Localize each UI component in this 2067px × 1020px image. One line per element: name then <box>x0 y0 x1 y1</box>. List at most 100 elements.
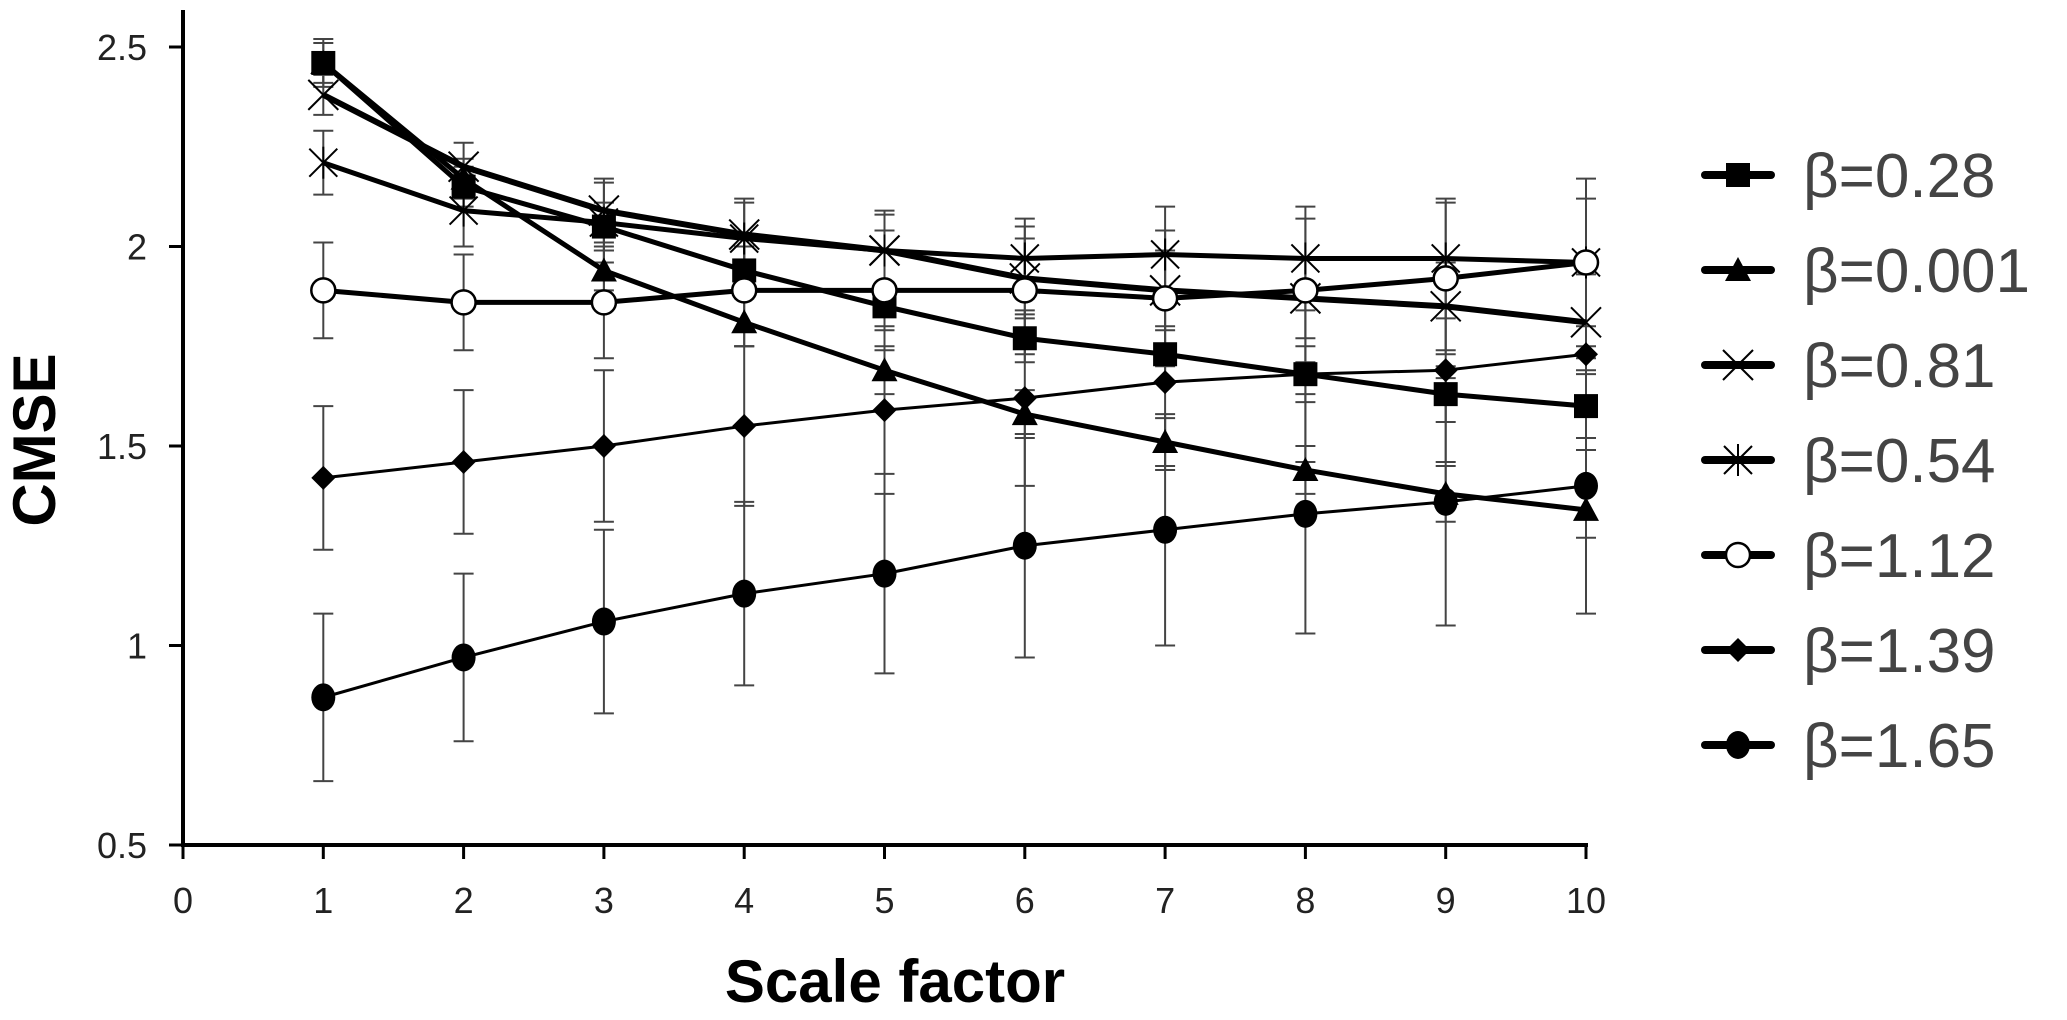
series-line <box>323 352 1587 480</box>
data-point <box>447 150 480 183</box>
x-tick-label: 8 <box>1295 880 1315 921</box>
legend: β=0.28 β=0.001 β=0.81 β=0.54 β=1.12 β=1.39 β=1… <box>1701 142 2030 781</box>
legend-item: β=0.28 <box>1701 142 1996 211</box>
legend-marker <box>1726 638 1750 662</box>
data-point <box>1572 249 1600 276</box>
data-point <box>590 257 617 282</box>
data-point <box>310 277 337 304</box>
legend-marker <box>1722 349 1754 381</box>
y-tick-label: 0.5 <box>97 825 147 866</box>
legend-item: β=1.12 <box>1701 522 1996 591</box>
data-point <box>1292 277 1319 304</box>
error-bars <box>313 38 1596 783</box>
data-point <box>1011 277 1039 304</box>
x-tick-label: 5 <box>874 880 894 921</box>
legend-item: β=1.39 <box>1701 617 1996 686</box>
data-point <box>307 79 340 111</box>
data-point <box>1010 242 1040 275</box>
series-line <box>322 484 1587 699</box>
data-point <box>451 643 476 672</box>
x-ticks: 0 1 2 3 4 5 6 7 8 9 10 <box>173 845 1606 921</box>
data-point <box>448 194 479 227</box>
data-point <box>1573 496 1599 521</box>
legend-marker <box>1724 541 1752 569</box>
data-point <box>871 277 898 304</box>
y-tick-label: 1.5 <box>97 426 147 467</box>
data-point <box>871 357 898 382</box>
x-tick-label: 9 <box>1436 880 1456 921</box>
data-point <box>589 206 619 239</box>
data-point <box>1150 238 1180 271</box>
data-point <box>308 146 339 179</box>
legend-label: β=1.39 <box>1803 617 1996 686</box>
x-tick-label: 6 <box>1015 880 1035 921</box>
legend-label: β=0.28 <box>1803 142 1996 211</box>
data-point <box>1570 306 1602 339</box>
y-tick-label: 1 <box>127 626 147 667</box>
series-line <box>323 259 1587 305</box>
legend-item: β=0.001 <box>1701 237 2030 306</box>
data-point <box>1293 362 1318 387</box>
legend-label: β=1.12 <box>1803 522 1996 591</box>
y-axis-title: CMSE <box>1 353 68 526</box>
data-point <box>590 289 618 316</box>
legend-label: β=0.81 <box>1803 332 1996 401</box>
data-point <box>591 434 616 458</box>
data-point <box>1574 471 1598 500</box>
x-tick-label: 7 <box>1155 880 1175 921</box>
data-point <box>1152 429 1179 454</box>
legend-label: β=0.54 <box>1803 427 1996 496</box>
data-point <box>450 289 477 316</box>
y-ticks: 0.5 1 1.5 2 2.5 <box>97 27 183 866</box>
series-line <box>322 160 1587 265</box>
data-point <box>1293 499 1318 528</box>
data-point <box>591 607 616 636</box>
x-tick-label: 10 <box>1566 880 1606 921</box>
series-markers <box>307 49 1602 712</box>
x-tick-label: 0 <box>173 880 193 921</box>
data-point <box>1153 515 1178 544</box>
legend-marker <box>1726 163 1750 187</box>
data-point <box>1433 358 1458 383</box>
legend-item: β=0.81 <box>1701 332 1996 401</box>
x-tick-label: 1 <box>313 880 333 921</box>
legend-marker <box>1723 444 1753 476</box>
legend-marker <box>1725 257 1751 281</box>
data-point <box>451 449 476 474</box>
data-point <box>732 579 757 608</box>
data-point <box>1290 242 1321 275</box>
x-tick-label: 4 <box>734 880 754 921</box>
legend-item: β=1.65 <box>1701 712 1996 781</box>
data-point <box>1011 401 1038 426</box>
legend-marker <box>1726 731 1750 759</box>
data-point <box>729 222 759 255</box>
data-point <box>1151 285 1179 312</box>
y-tick-label: 2 <box>127 227 147 268</box>
y-tick-label: 2.5 <box>97 27 147 68</box>
data-point <box>872 398 897 423</box>
data-point <box>1153 370 1178 395</box>
data-point <box>1574 342 1598 367</box>
data-point <box>1012 326 1037 351</box>
data-point <box>1433 487 1458 516</box>
data-point <box>1012 386 1037 411</box>
data-point <box>732 414 757 439</box>
data-point <box>1574 394 1598 419</box>
legend-label: β=1.65 <box>1803 712 1996 781</box>
legend-label: β=0.001 <box>1803 237 2030 306</box>
series-lines <box>321 61 1587 699</box>
data-point <box>730 277 758 304</box>
series-line <box>321 61 1587 513</box>
x-tick-label: 2 <box>454 880 474 921</box>
series-line <box>321 61 1587 409</box>
data-point <box>1432 265 1459 292</box>
data-point <box>1433 382 1458 407</box>
series-line <box>321 92 1587 326</box>
data-point <box>872 559 897 588</box>
data-point <box>310 49 337 74</box>
data-point <box>1012 531 1037 560</box>
data-point <box>869 234 900 267</box>
data-point <box>1429 290 1462 323</box>
data-point <box>1153 342 1178 367</box>
